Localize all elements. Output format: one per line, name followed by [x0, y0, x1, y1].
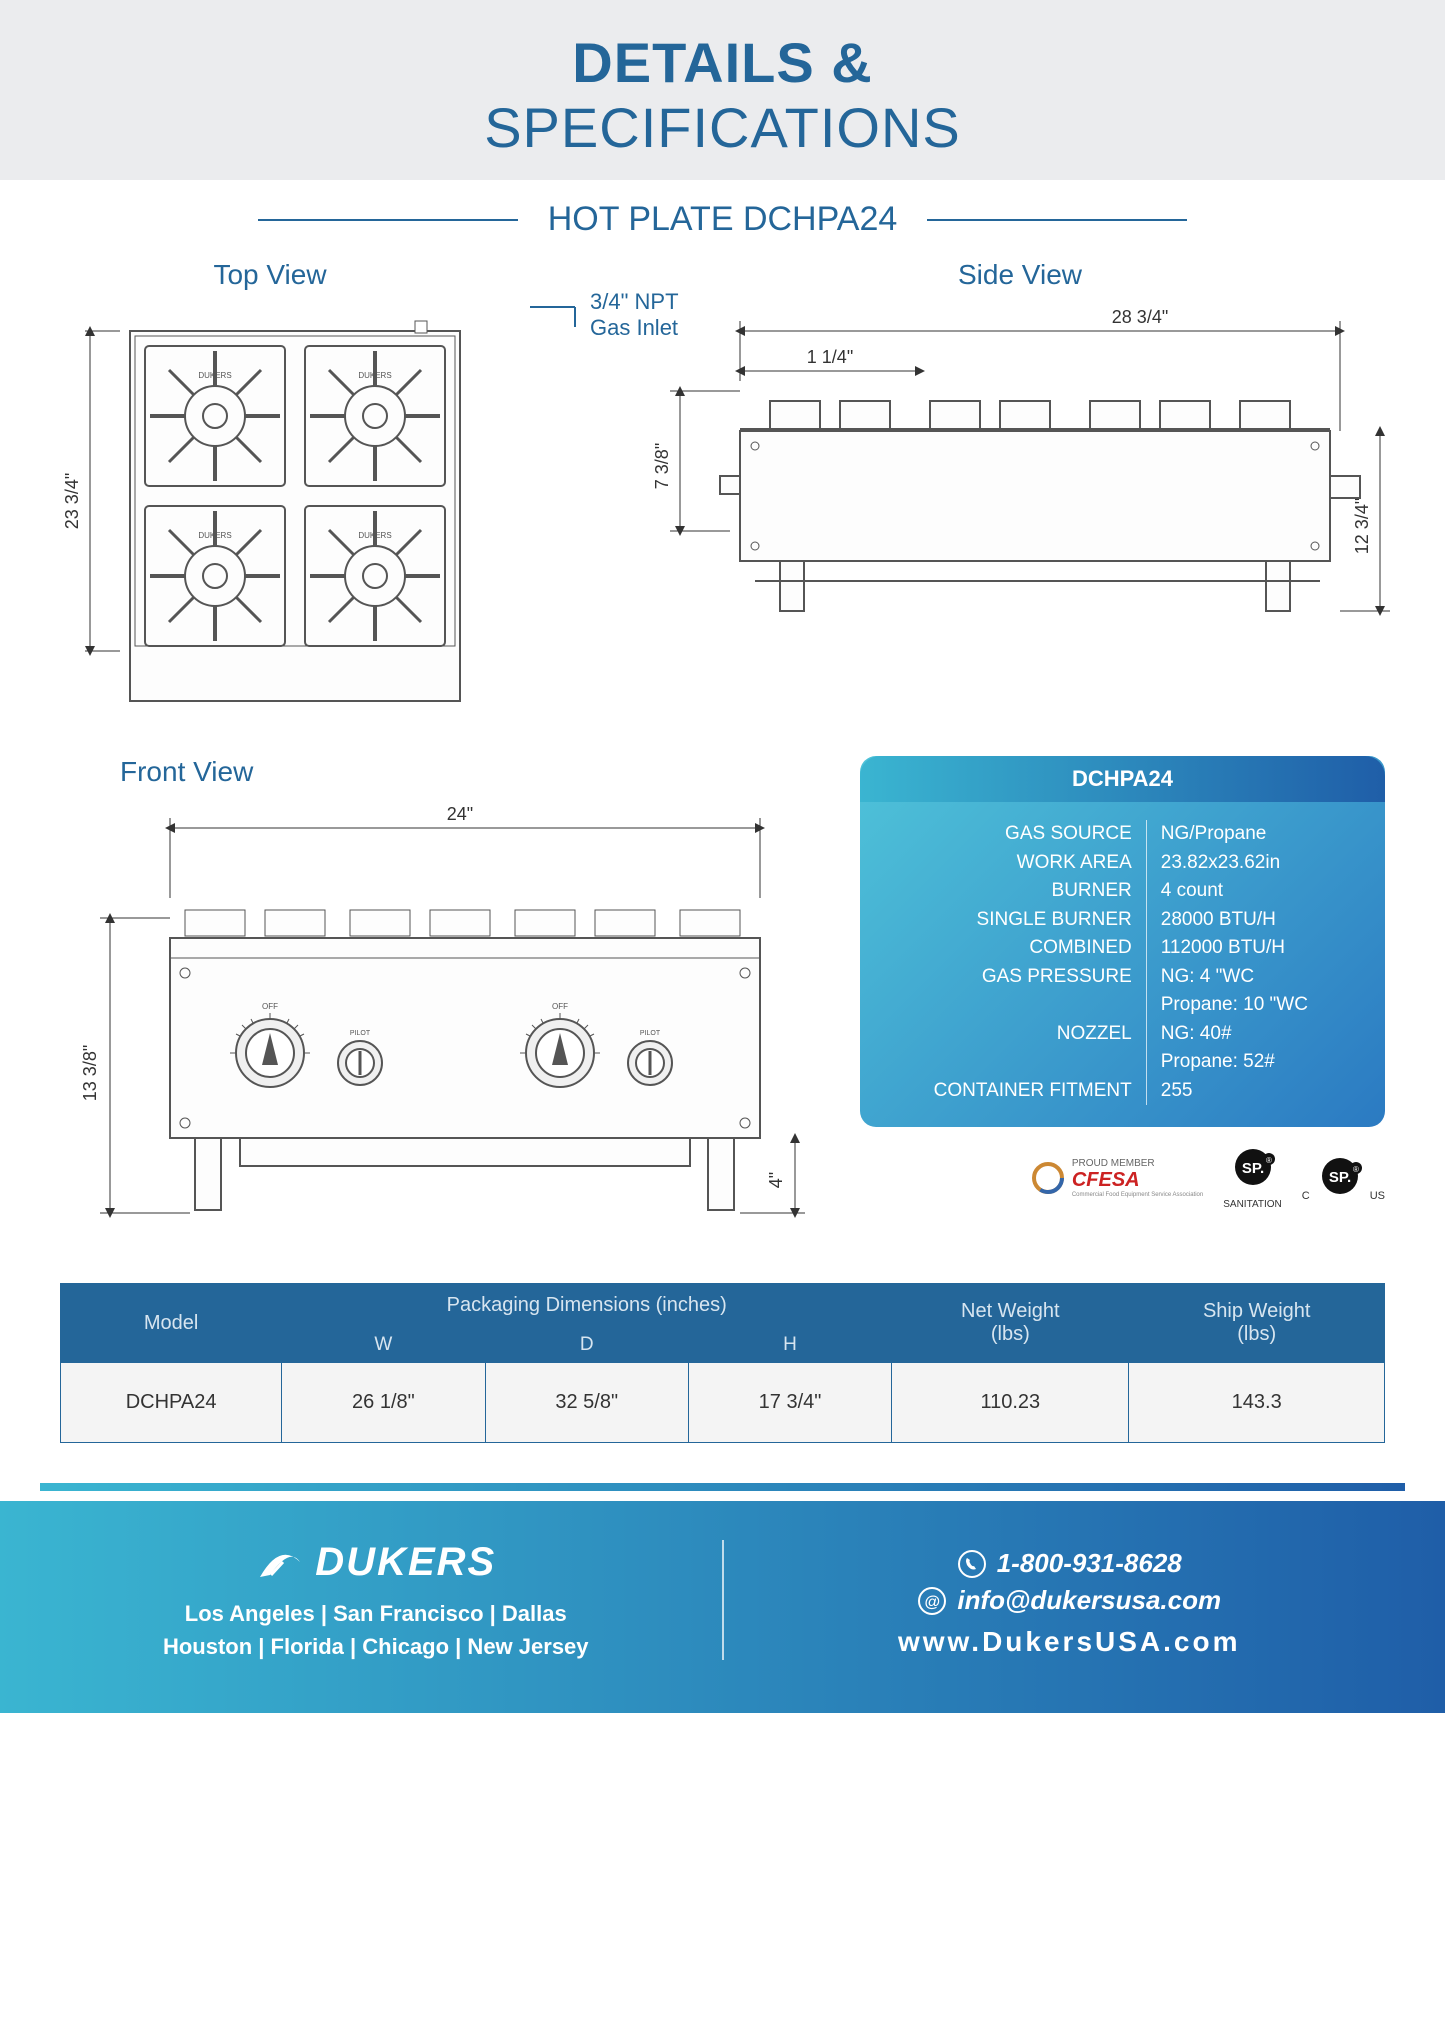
side-view-label: Side View [640, 259, 1400, 291]
csa-sanitation-badge: SP.® SANITATION [1223, 1145, 1282, 1210]
divider-left [258, 219, 518, 221]
svg-text:12 3/4": 12 3/4" [1352, 498, 1372, 554]
packaging-table: Model Packaging Dimensions (inches) Net … [60, 1283, 1385, 1443]
front-view-label: Front View [60, 756, 830, 788]
svg-text:®: ® [1353, 1165, 1359, 1174]
header-band: DETAILS & SPECIFICATIONS [0, 0, 1445, 180]
svg-text:7 3/8": 7 3/8" [652, 443, 672, 489]
gas-inlet-label: 3/4" NPTGas Inlet [590, 289, 730, 341]
spec-value: 4 count [1161, 877, 1308, 906]
svg-text:SP.: SP. [1329, 1169, 1351, 1186]
svg-text:4": 4" [766, 1172, 786, 1188]
brand-logo-icon [255, 1537, 305, 1587]
spec-value: 112000 BTU/H [1161, 934, 1308, 963]
th-net: Net Weight (lbs) [892, 1284, 1129, 1363]
th-w: W [282, 1328, 485, 1363]
spec-label: COMBINED [880, 934, 1132, 963]
svg-text:13 3/8": 13 3/8" [80, 1045, 100, 1101]
spec-card: DCHPA24 GAS SOURCEWORK AREABURNERSINGLE … [860, 756, 1385, 1127]
spec-label: GAS PRESSURE [880, 963, 1132, 992]
spec-label: CONTAINER FITMENT [880, 1077, 1132, 1106]
header-title: DETAILS & [0, 30, 1445, 95]
table-row: DCHPA24 26 1/8" 32 5/8" 17 3/4" 110.23 1… [61, 1363, 1385, 1443]
svg-text:1 1/4": 1 1/4" [807, 347, 853, 367]
th-d: D [485, 1328, 688, 1363]
spec-value: 23.82x23.62in [1161, 849, 1308, 878]
spec-label: WORK AREA [880, 849, 1132, 878]
svg-text:@: @ [925, 1594, 941, 1611]
top-view-diagram: DUKERS 23 3/4" [60, 301, 600, 711]
certifications-row: PROUD MEMBER CFESA Commercial Food Equip… [860, 1145, 1385, 1210]
spec-label [880, 1048, 1132, 1077]
product-name: HOT PLATE DCHPA24 [548, 200, 898, 239]
top-view-label: Top View [0, 259, 600, 291]
th-model: Model [61, 1284, 282, 1363]
spec-label: BURNER [880, 877, 1132, 906]
footer-divider [722, 1540, 724, 1660]
spec-value: 28000 BTU/H [1161, 906, 1308, 935]
gradient-strip [40, 1483, 1405, 1491]
cfesa-badge: PROUD MEMBER CFESA Commercial Food Equip… [1030, 1158, 1203, 1198]
svg-text:®: ® [1266, 1156, 1272, 1165]
spec-label: GAS SOURCE [880, 820, 1132, 849]
csa-us-badge: C SP.® US [1302, 1154, 1385, 1202]
phone-icon [957, 1549, 987, 1579]
spec-value: NG/Propane [1161, 820, 1308, 849]
svg-text:28 3/4": 28 3/4" [1112, 307, 1168, 327]
side-view-column: Side View 28 3/4" 1 1/4" 7 3/8" 12 3/4" [640, 259, 1400, 716]
svg-text:SP.: SP. [1241, 1160, 1263, 1177]
divider-right [927, 219, 1187, 221]
spec-value: NG: 40# [1161, 1020, 1308, 1049]
spec-label: SINGLE BURNER [880, 906, 1132, 935]
svg-text:23 3/4": 23 3/4" [62, 473, 82, 529]
spec-value: 255 [1161, 1077, 1308, 1106]
side-view-diagram: 28 3/4" 1 1/4" 7 3/8" 12 3/4" [640, 301, 1400, 661]
spec-value: NG: 4 "WC [1161, 963, 1308, 992]
front-view-column: Front View OFF [60, 756, 830, 1253]
email-icon: @ [917, 1586, 947, 1616]
svg-text:24": 24" [447, 804, 473, 824]
top-view-column: Top View 3/4" NPTGas Inlet [60, 259, 600, 716]
spec-label [880, 991, 1132, 1020]
front-view-diagram: OFF PILOT 24" 13 3/8" [60, 798, 830, 1248]
th-ship: Ship Weight (lbs) [1129, 1284, 1385, 1363]
locations: Los Angeles | San Francisco | Dallas Hou… [60, 1597, 692, 1663]
email-line: @ info@dukersusa.com [754, 1585, 1386, 1616]
phone-line: 1-800-931-8628 [754, 1548, 1386, 1579]
spec-value: Propane: 10 "WC [1161, 991, 1308, 1020]
footer: DUKERS Los Angeles | San Francisco | Dal… [0, 1501, 1445, 1713]
spec-value: Propane: 52# [1161, 1048, 1308, 1077]
brand-name: DUKERS [315, 1540, 496, 1585]
website: www.DukersUSA.com [754, 1626, 1386, 1658]
header-subtitle: SPECIFICATIONS [0, 95, 1445, 160]
th-pkg: Packaging Dimensions (inches) [282, 1284, 892, 1328]
spec-column: DCHPA24 GAS SOURCEWORK AREABURNERSINGLE … [860, 756, 1385, 1210]
th-h: H [688, 1328, 891, 1363]
product-title-row: HOT PLATE DCHPA24 [0, 180, 1445, 249]
spec-label: NOZZEL [880, 1020, 1132, 1049]
spec-card-title: DCHPA24 [860, 756, 1385, 802]
